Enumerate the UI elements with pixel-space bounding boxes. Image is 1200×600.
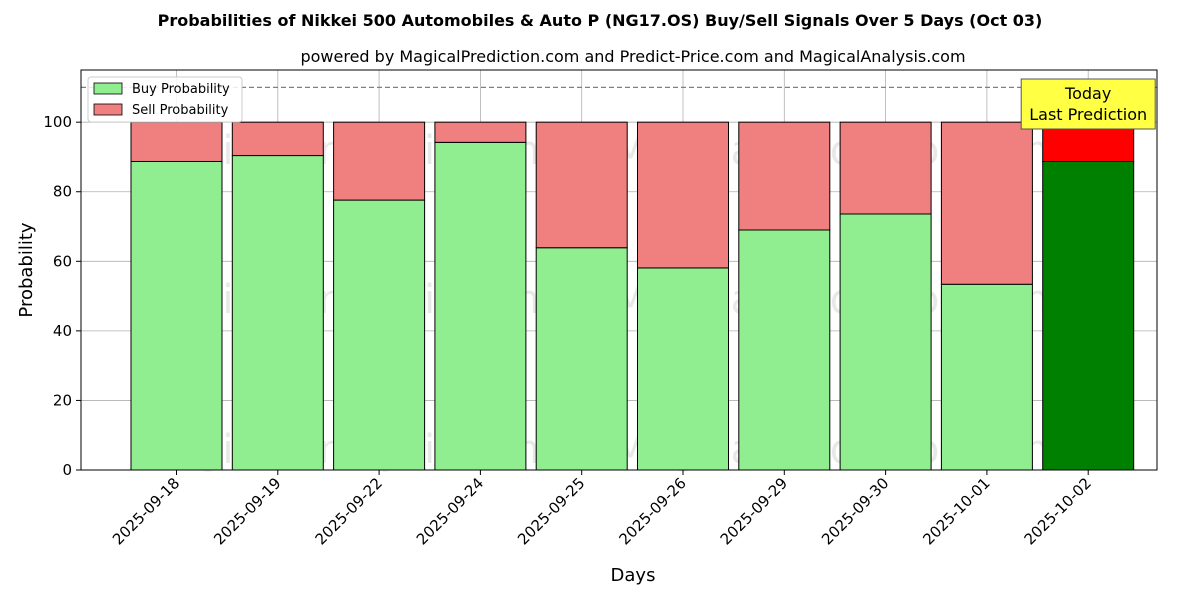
bar-buy (1042, 160, 1135, 471)
x-tick-label: 2025-10-02 (1021, 474, 1095, 548)
x-tick-label: 2025-09-26 (615, 474, 689, 548)
bar-sell (940, 121, 1033, 285)
bar-buy (535, 247, 628, 471)
y-tick-label: 40 (53, 322, 72, 340)
y-tick-label: 80 (53, 183, 72, 201)
bar-buy (130, 160, 223, 471)
x-tick-label: 2025-09-18 (109, 474, 183, 548)
legend-label: Buy Probability (132, 82, 230, 97)
bar-buy (738, 229, 831, 471)
bar-sell (231, 121, 324, 157)
bar-sell (637, 121, 729, 269)
x-axis-label: Days (611, 565, 656, 586)
bar-buy (839, 213, 932, 471)
y-axis-label: Probability (16, 222, 37, 317)
y-tick-label: 20 (53, 391, 72, 409)
legend-box (87, 76, 243, 123)
legend: Buy Probability Sell Probability (87, 76, 243, 123)
y-tick-label: 60 (53, 252, 72, 270)
bar-sell (434, 121, 527, 143)
legend-swatch (93, 82, 123, 95)
annotation: Today Last Prediction (1020, 78, 1156, 130)
y-tick-label: 0 (62, 461, 72, 479)
bar-buy (231, 155, 324, 471)
legend-swatch (93, 103, 123, 116)
y-axis: 0 20 40 60 80 100 (43, 113, 81, 479)
bar-sell (535, 121, 628, 249)
x-axis: 2025-09-18 2025-09-19 2025-09-22 2025-09-24… (109, 470, 1095, 548)
chart-subtitle: powered by MagicalPrediction.com and Pre… (300, 47, 965, 66)
bar-sell (839, 121, 932, 215)
x-tick-label: 2025-09-22 (312, 474, 386, 548)
bar-buy (434, 141, 527, 471)
chart-title: Probabilities of Nikkei 500 Automobiles … (158, 11, 1043, 30)
y-tick-label: 100 (43, 113, 72, 131)
legend-label: Sell Probability (132, 103, 229, 118)
bar-buy (333, 199, 426, 471)
bars (130, 121, 1135, 471)
x-tick-label: 2025-09-30 (818, 474, 892, 548)
bar-sell (738, 121, 831, 231)
annotation-text: Last Prediction (1029, 105, 1147, 124)
plot-frame (80, 69, 1158, 471)
bar-buy (940, 283, 1033, 471)
annotation-text: Today (1064, 84, 1111, 103)
bar-sell (130, 121, 223, 162)
x-tick-label: 2025-09-29 (717, 474, 791, 548)
annotation-box (1020, 78, 1156, 130)
x-tick-label: 2025-09-25 (514, 474, 588, 548)
x-tick-label: 2025-09-24 (413, 474, 487, 548)
x-tick-label: 2025-09-19 (210, 474, 284, 548)
bar-sell (333, 121, 426, 201)
x-tick-label: 2025-10-01 (919, 474, 993, 548)
bar-buy (637, 267, 729, 471)
